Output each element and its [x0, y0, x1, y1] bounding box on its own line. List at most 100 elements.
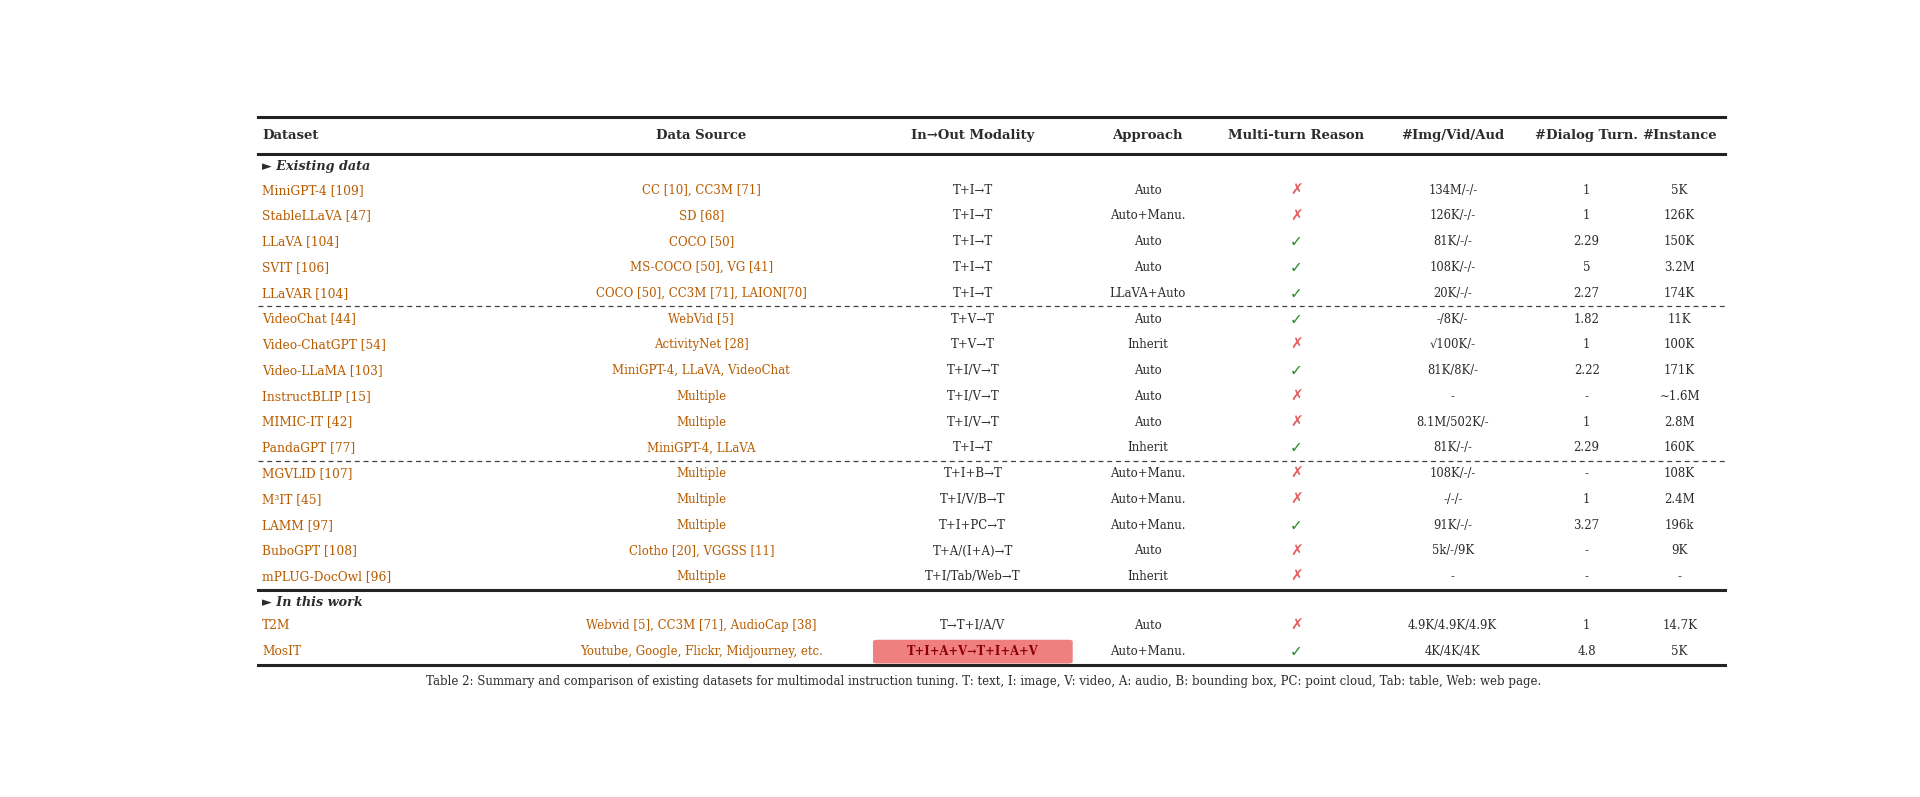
Text: ✗: ✗: [1290, 414, 1304, 430]
Text: Multiple: Multiple: [676, 519, 726, 532]
Text: 1: 1: [1582, 338, 1590, 351]
Text: SD [68]: SD [68]: [678, 210, 724, 222]
Text: ✓: ✓: [1290, 518, 1304, 532]
Text: Inherit: Inherit: [1127, 442, 1167, 454]
Text: 196k: 196k: [1665, 519, 1693, 532]
Text: -: -: [1678, 571, 1682, 583]
Text: 150K: 150K: [1665, 235, 1695, 248]
Text: 1: 1: [1582, 210, 1590, 222]
Text: 108K/-/-: 108K/-/-: [1430, 261, 1476, 274]
Text: #Img/Vid/Aud: #Img/Vid/Aud: [1402, 129, 1503, 142]
Text: ✗: ✗: [1290, 569, 1304, 584]
Text: Multiple: Multiple: [676, 415, 726, 429]
Text: 81K/8K/-: 81K/8K/-: [1427, 364, 1478, 377]
Text: VideoChat [44]: VideoChat [44]: [263, 312, 357, 325]
Text: Auto+Manu.: Auto+Manu.: [1110, 493, 1185, 506]
Text: 2.8M: 2.8M: [1665, 415, 1695, 429]
Text: COCO [50], CC3M [71], LAION[70]: COCO [50], CC3M [71], LAION[70]: [595, 287, 806, 300]
Text: LLaVA+Auto: LLaVA+Auto: [1110, 287, 1187, 300]
Text: WebVid [5]: WebVid [5]: [668, 312, 733, 325]
Text: ✗: ✗: [1290, 389, 1304, 404]
Text: Auto: Auto: [1135, 415, 1162, 429]
Text: Auto: Auto: [1135, 312, 1162, 325]
Text: 4.9K/4.9K/4.9K: 4.9K/4.9K/4.9K: [1407, 619, 1498, 632]
Text: Dataset: Dataset: [263, 129, 319, 142]
Text: -: -: [1584, 390, 1588, 402]
Text: T2M: T2M: [263, 619, 290, 632]
Text: Auto: Auto: [1135, 619, 1162, 632]
Text: ✓: ✓: [1290, 286, 1304, 300]
Text: 126K/-/-: 126K/-/-: [1430, 210, 1476, 222]
Text: T+I/V/B→T: T+I/V/B→T: [941, 493, 1006, 506]
Text: 1: 1: [1582, 415, 1590, 429]
Text: Auto+Manu.: Auto+Manu.: [1110, 519, 1185, 532]
Text: -: -: [1452, 390, 1455, 402]
Text: LLaVA [104]: LLaVA [104]: [263, 235, 340, 248]
Text: Auto: Auto: [1135, 261, 1162, 274]
Text: Video-LLaMA [103]: Video-LLaMA [103]: [263, 364, 382, 377]
Text: T+I→T: T+I→T: [952, 261, 993, 274]
Text: 91K/-/-: 91K/-/-: [1432, 519, 1473, 532]
Text: Auto+Manu.: Auto+Manu.: [1110, 467, 1185, 480]
Text: -: -: [1584, 571, 1588, 583]
Text: MosIT: MosIT: [263, 645, 301, 658]
Text: 1: 1: [1582, 183, 1590, 197]
Text: Auto: Auto: [1135, 364, 1162, 377]
Text: 108K/-/-: 108K/-/-: [1430, 467, 1476, 480]
Text: Multi-turn Reason: Multi-turn Reason: [1229, 129, 1365, 142]
Text: Multiple: Multiple: [676, 571, 726, 583]
Text: T+I→T: T+I→T: [952, 210, 993, 222]
Text: 1: 1: [1582, 619, 1590, 632]
Text: ✗: ✗: [1290, 618, 1304, 634]
FancyBboxPatch shape: [874, 640, 1073, 664]
Text: Multiple: Multiple: [676, 493, 726, 506]
Text: 1: 1: [1582, 493, 1590, 506]
Text: T+A/(I+A)→T: T+A/(I+A)→T: [933, 544, 1014, 557]
Text: ✗: ✗: [1290, 466, 1304, 481]
Text: LLaVAR [104]: LLaVAR [104]: [263, 287, 348, 300]
Text: Clotho [20], VGGSS [11]: Clotho [20], VGGSS [11]: [628, 544, 774, 557]
Text: Inherit: Inherit: [1127, 571, 1167, 583]
Text: 2.4M: 2.4M: [1665, 493, 1695, 506]
Text: MS-COCO [50], VG [41]: MS-COCO [50], VG [41]: [630, 261, 774, 274]
Text: -/-/-: -/-/-: [1444, 493, 1463, 506]
Text: 174K: 174K: [1665, 287, 1695, 300]
Text: 2.29: 2.29: [1574, 235, 1599, 248]
Text: 20K/-/-: 20K/-/-: [1434, 287, 1473, 300]
Text: 9K: 9K: [1672, 544, 1688, 557]
Text: Auto: Auto: [1135, 235, 1162, 248]
Text: StableLLaVA [47]: StableLLaVA [47]: [263, 210, 371, 222]
Text: 126K: 126K: [1665, 210, 1695, 222]
Text: 160K: 160K: [1665, 442, 1695, 454]
Text: -: -: [1452, 571, 1455, 583]
Text: ✓: ✓: [1290, 441, 1304, 455]
Text: 81K/-/-: 81K/-/-: [1434, 235, 1473, 248]
Text: 5K: 5K: [1672, 183, 1688, 197]
Text: #Instance: #Instance: [1642, 129, 1716, 142]
Text: T+I/V→T: T+I/V→T: [947, 364, 998, 377]
Text: #Dialog Turn.: #Dialog Turn.: [1536, 129, 1638, 142]
Text: T+I+B→T: T+I+B→T: [943, 467, 1002, 480]
Text: 108K: 108K: [1665, 467, 1695, 480]
Text: 14.7K: 14.7K: [1663, 619, 1697, 632]
Text: ✓: ✓: [1290, 363, 1304, 378]
Text: PandaGPT [77]: PandaGPT [77]: [263, 442, 355, 454]
Text: 8.1M/502K/-: 8.1M/502K/-: [1417, 415, 1490, 429]
Text: T+I/Tab/Web→T: T+I/Tab/Web→T: [925, 571, 1021, 583]
Text: T+I+PC→T: T+I+PC→T: [939, 519, 1006, 532]
Text: Auto: Auto: [1135, 183, 1162, 197]
Text: T+V→T: T+V→T: [950, 338, 995, 351]
Text: √100K/-: √100K/-: [1430, 338, 1476, 351]
Text: ✓: ✓: [1290, 260, 1304, 275]
Text: COCO [50]: COCO [50]: [668, 235, 733, 248]
Text: Auto+Manu.: Auto+Manu.: [1110, 645, 1185, 658]
Text: 5: 5: [1582, 261, 1590, 274]
Text: Multiple: Multiple: [676, 390, 726, 402]
Text: T+I/V→T: T+I/V→T: [947, 415, 998, 429]
Text: Webvid [5], CC3M [71], AudioCap [38]: Webvid [5], CC3M [71], AudioCap [38]: [586, 619, 816, 632]
Text: ∼1.6M: ∼1.6M: [1659, 390, 1699, 402]
Text: 2.22: 2.22: [1574, 364, 1599, 377]
Text: -/8K/-: -/8K/-: [1436, 312, 1469, 325]
Text: Data Source: Data Source: [657, 129, 747, 142]
Text: MiniGPT-4 [109]: MiniGPT-4 [109]: [263, 183, 365, 197]
